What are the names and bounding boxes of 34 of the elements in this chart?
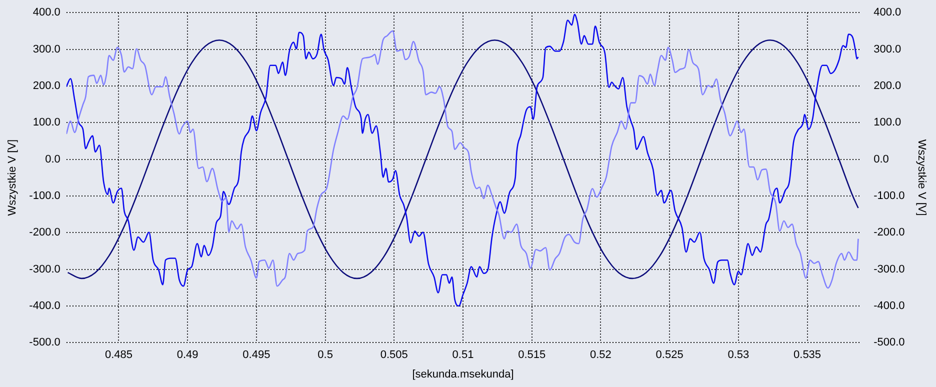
y-tick-label: -400.0	[29, 300, 60, 312]
x-axis-title: [sekunda.msekunda]	[412, 368, 514, 380]
y-tick-label: 200.0	[32, 80, 60, 92]
y-tick-label: -200.0	[29, 226, 60, 239]
y2-tick-label: -500.0	[874, 336, 905, 349]
x-tick-label: 0.49	[176, 349, 198, 362]
x-tick-label: 0.495	[242, 349, 270, 362]
y2-tick-label: -200.0	[874, 226, 905, 239]
y-tick-label: -300.0	[29, 263, 60, 276]
x-tick-label: 0.53	[728, 349, 750, 362]
y-tick-label: -500.0	[29, 336, 60, 349]
x-tick-label: 0.485	[104, 349, 132, 362]
y2-tick-label: -100.0	[874, 190, 905, 202]
y2-tick-label: 300.0	[874, 43, 902, 56]
y2-axis-title: Wszystkie V [V]	[915, 139, 928, 216]
x-tick-label: 0.51	[452, 349, 474, 362]
y-tick-label: 100.0	[32, 116, 60, 129]
y2-tick-label: 400.0	[874, 6, 902, 19]
y2-tick-label: 100.0	[874, 116, 902, 129]
x-tick-label: 0.515	[518, 349, 546, 362]
x-tick-label: 0.505	[380, 349, 408, 362]
x-tick-label: 0.535	[794, 349, 822, 362]
y2-tick-label: 0.0	[874, 153, 889, 166]
y2-tick-label: 200.0	[874, 80, 902, 92]
y2-tick-label: -400.0	[874, 300, 905, 312]
x-tick-label: 0.525	[656, 349, 684, 362]
y-tick-label: 400.0	[32, 6, 60, 19]
y-tick-label: 300.0	[32, 43, 60, 56]
y2-tick-label: -300.0	[874, 263, 905, 276]
y-tick-label: 0.0	[45, 153, 60, 166]
y-axis-title: Wszystkie V [V]	[6, 139, 19, 216]
x-tick-label: 0.5	[318, 349, 333, 362]
y-tick-label: -100.0	[29, 190, 60, 202]
x-tick-label: 0.52	[590, 349, 612, 362]
